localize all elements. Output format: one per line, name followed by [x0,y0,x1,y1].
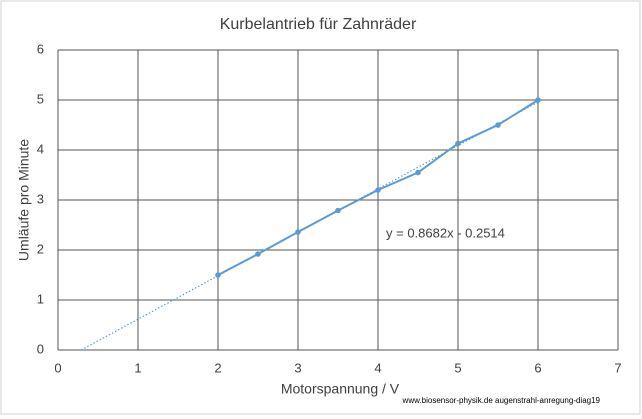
x-tick-label: 4 [374,360,381,375]
data-point [415,169,421,176]
y-tick-label: 3 [37,191,44,206]
x-tick-label: 6 [534,360,541,375]
data-point [255,251,261,257]
data-point [335,207,341,214]
x-tick-label: 2 [214,360,221,375]
y-tick-label: 2 [37,241,44,256]
data-point [215,272,221,278]
x-tick-label: 3 [294,360,301,375]
data-point [455,140,461,147]
y-axis-label: Umläufe pro Minute [16,139,32,261]
y-tick-label: 1 [37,291,44,306]
x-tick-label: 5 [454,360,461,375]
x-tick-label: 0 [54,360,61,375]
data-point [295,229,301,235]
y-tick-label: 0 [37,341,44,356]
trendline-equation: y = 0.8682x - 0.2514 [386,225,505,240]
data-point [495,122,501,128]
y-tick-label: 5 [37,91,44,106]
x-tick-label: 7 [614,360,621,375]
y-tick-label: 4 [37,141,44,156]
x-axis-label: Motorspannung / V [281,381,400,397]
chart-title: Kurbelantrieb für Zahnräder [220,16,417,33]
x-tick-label: 1 [134,360,141,375]
data-point [535,97,541,103]
source-note: www.biosensor-physik.de augenstrahl-anre… [402,396,601,405]
y-tick-label: 6 [37,41,44,56]
data-point [375,187,381,193]
